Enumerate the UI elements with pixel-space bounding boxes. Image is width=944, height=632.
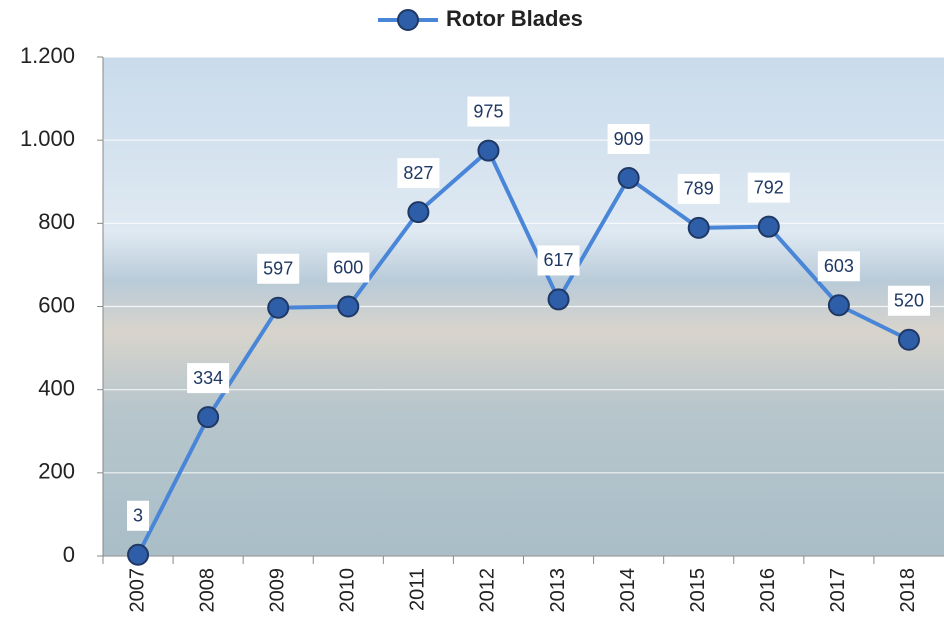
data-label-box bbox=[677, 173, 720, 204]
marker bbox=[547, 288, 570, 311]
marker bbox=[407, 201, 430, 224]
data-label: 3 bbox=[133, 506, 143, 526]
data-label-box bbox=[257, 253, 300, 284]
x-tick-label: 2010 bbox=[337, 568, 359, 613]
data-label-box bbox=[467, 96, 510, 127]
data-label: 909 bbox=[614, 129, 644, 149]
data-label-box bbox=[127, 500, 150, 531]
marker bbox=[687, 216, 710, 239]
marker bbox=[827, 294, 850, 317]
marker bbox=[267, 296, 290, 319]
data-label-box bbox=[327, 252, 370, 283]
marker bbox=[757, 215, 780, 238]
y-tick-label: 600 bbox=[38, 292, 75, 317]
series-line bbox=[136, 148, 910, 556]
data-label: 789 bbox=[684, 179, 714, 199]
x-tick-label: 2017 bbox=[827, 568, 849, 613]
legend-marker bbox=[397, 9, 419, 31]
x-tick-label: 2007 bbox=[126, 568, 148, 613]
legend-label: Rotor Blades bbox=[446, 6, 583, 31]
data-label-box bbox=[397, 158, 440, 189]
data-label-box bbox=[747, 172, 790, 203]
x-tick-label: 2008 bbox=[196, 568, 218, 613]
data-label: 792 bbox=[754, 177, 784, 197]
data-label-box bbox=[817, 251, 860, 282]
marker bbox=[477, 139, 500, 162]
x-tick-label: 2013 bbox=[547, 568, 569, 613]
data-label: 975 bbox=[473, 101, 503, 121]
y-tick-label: 400 bbox=[38, 375, 75, 400]
marker bbox=[617, 167, 640, 190]
data-label-box bbox=[537, 245, 580, 276]
y-tick-label: 0 bbox=[63, 542, 75, 567]
data-label-box bbox=[187, 363, 230, 394]
data-label: 827 bbox=[403, 163, 433, 183]
data-label-box bbox=[887, 285, 930, 316]
x-tick-label: 2011 bbox=[407, 568, 429, 611]
y-tick-label: 200 bbox=[38, 459, 75, 484]
data-label: 334 bbox=[193, 368, 223, 388]
x-tick-label: 2012 bbox=[477, 568, 499, 613]
x-tick-label: 2014 bbox=[617, 568, 639, 613]
marker bbox=[897, 328, 920, 351]
data-label: 617 bbox=[544, 250, 574, 270]
x-tick-label: 2016 bbox=[757, 568, 779, 613]
y-tick-label: 1.000 bbox=[20, 126, 75, 151]
data-label-box bbox=[607, 124, 650, 155]
data-label: 600 bbox=[333, 257, 363, 277]
data-label: 603 bbox=[824, 256, 854, 276]
marker bbox=[197, 406, 220, 429]
marker bbox=[337, 295, 360, 318]
data-label: 520 bbox=[894, 291, 924, 311]
x-tick-label: 2018 bbox=[897, 568, 919, 613]
x-tick-label: 2015 bbox=[687, 568, 709, 613]
data-label: 597 bbox=[263, 258, 293, 278]
y-tick-label: 800 bbox=[38, 209, 75, 234]
y-tick-label: 1.200 bbox=[20, 43, 75, 68]
x-tick-label: 2009 bbox=[266, 568, 288, 613]
marker bbox=[127, 543, 150, 566]
